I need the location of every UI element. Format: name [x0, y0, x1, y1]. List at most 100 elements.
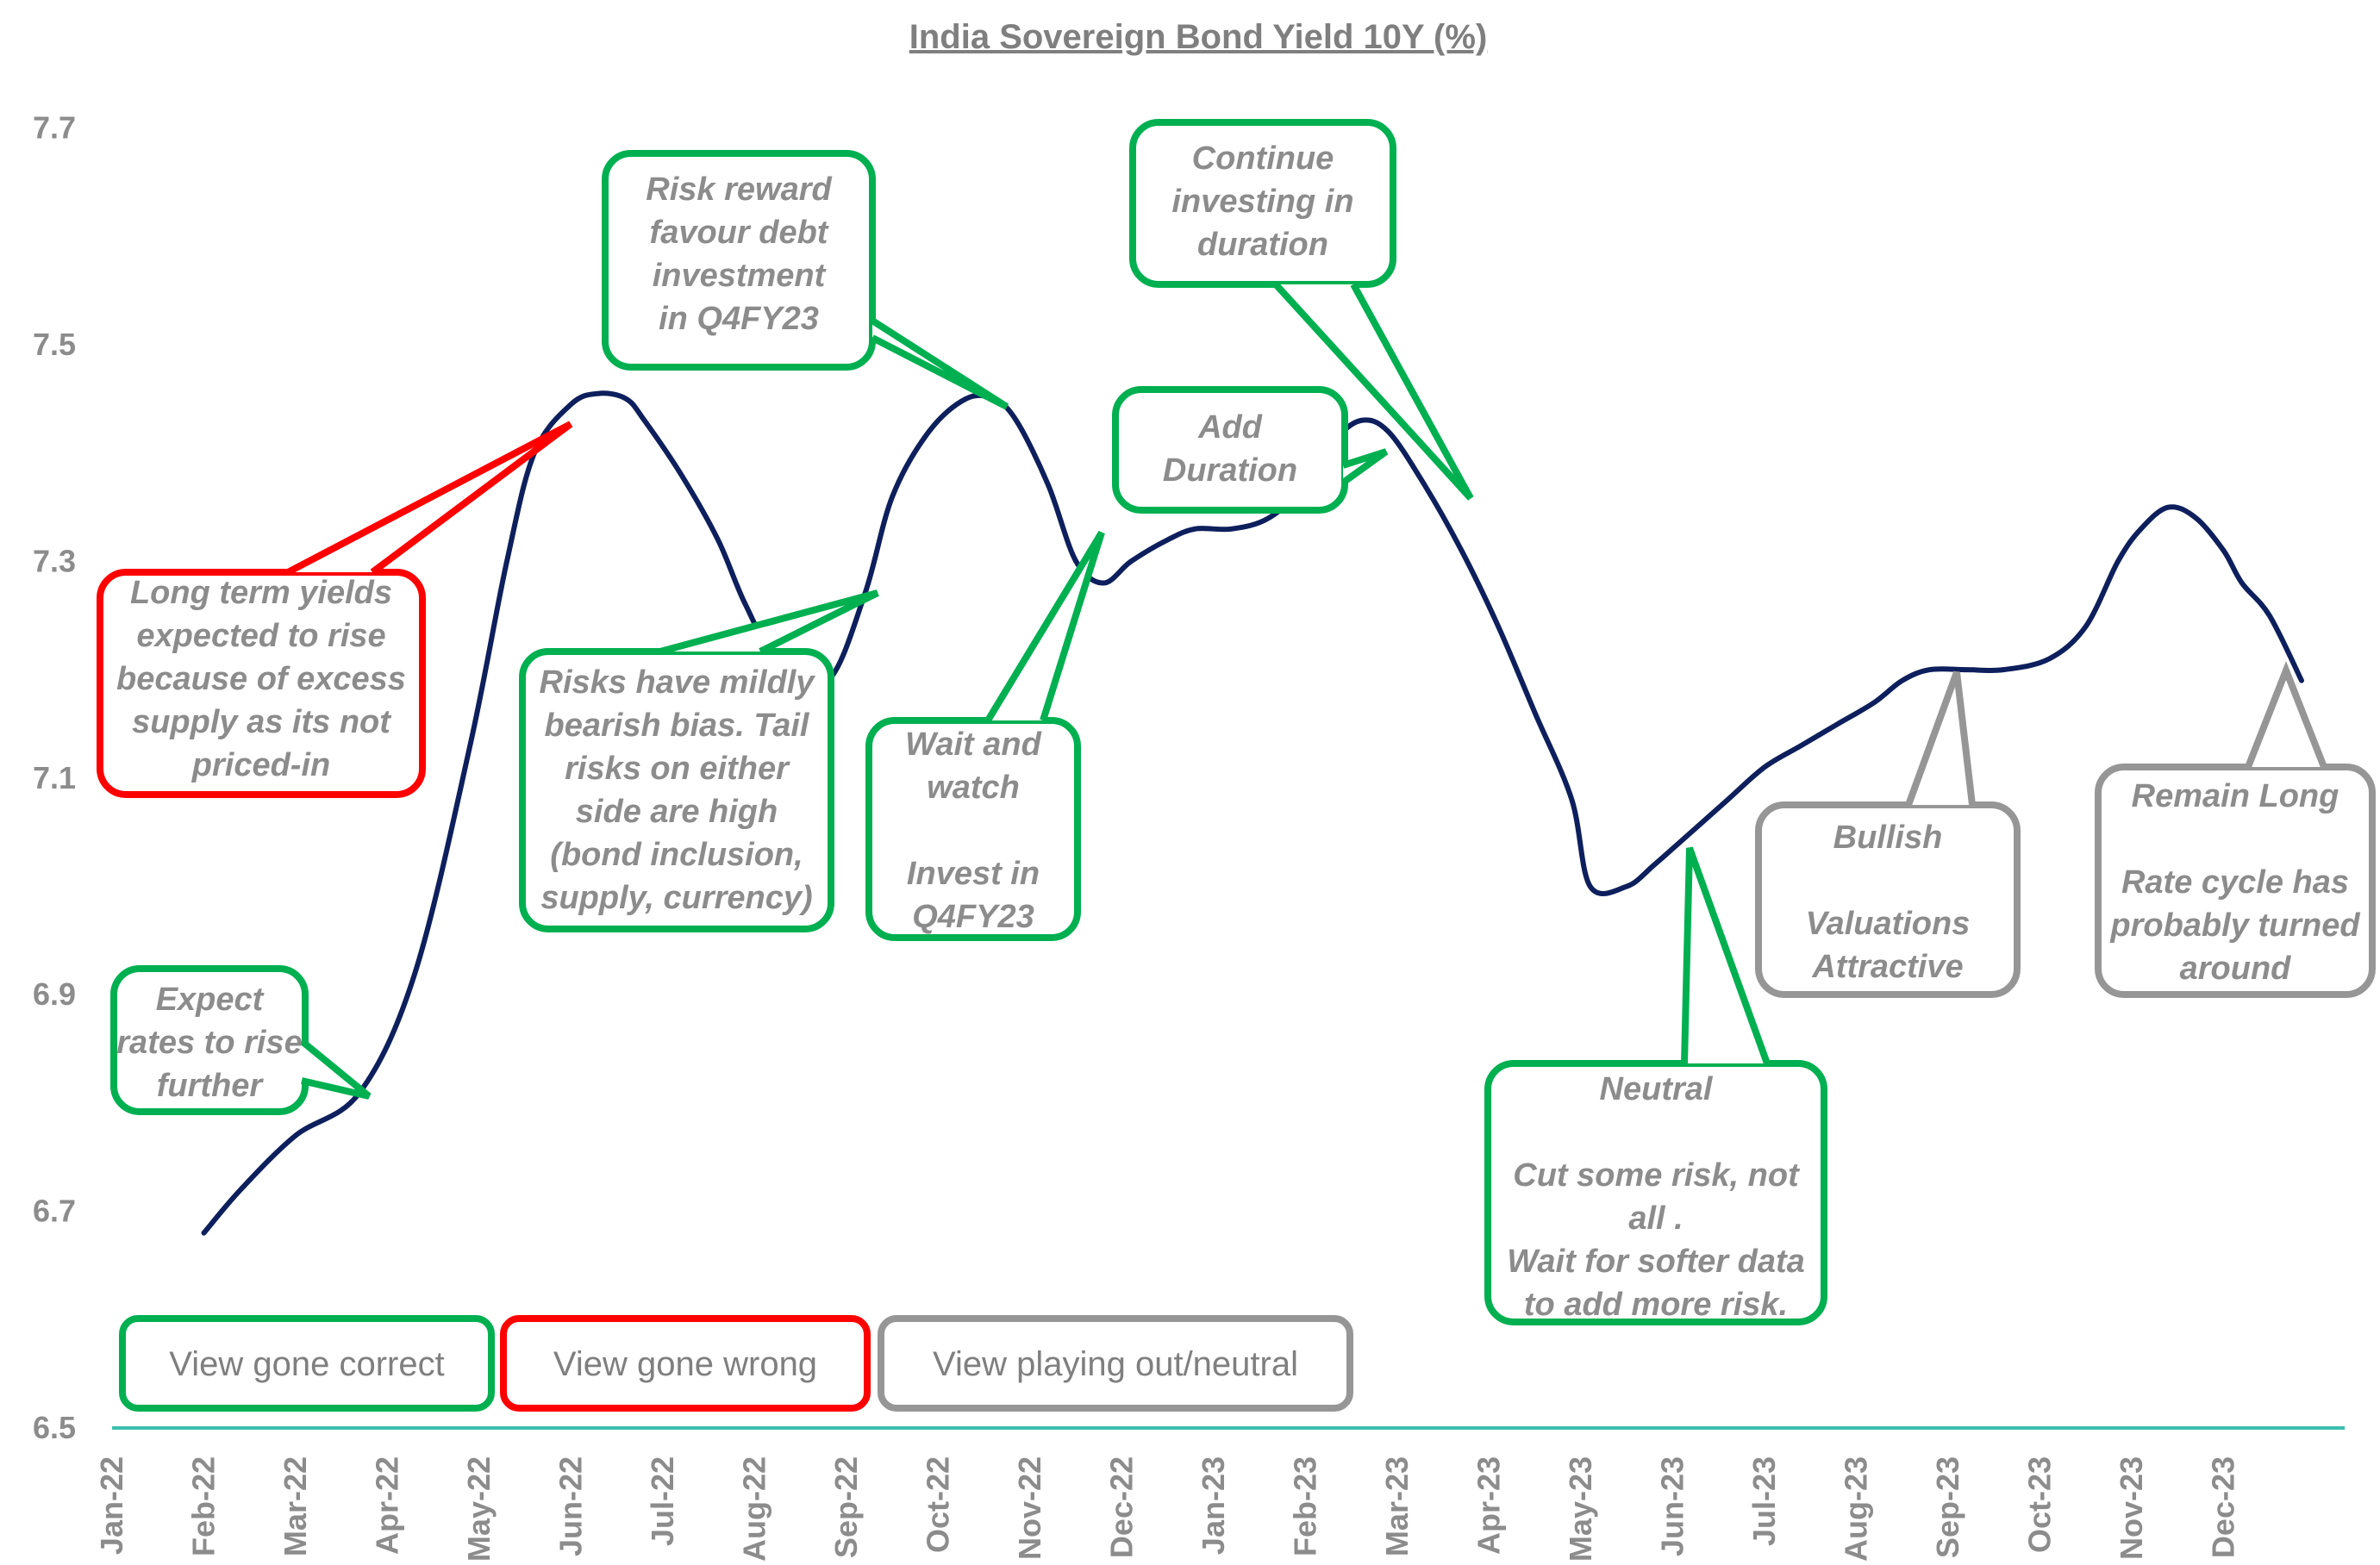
- annotation-text: investment: [653, 258, 827, 294]
- annotation-text: watch: [927, 770, 1020, 806]
- x-tick-label: Jul-22: [645, 1456, 680, 1546]
- x-tick-label: May-23: [1563, 1456, 1598, 1562]
- callout-box: [97, 569, 426, 798]
- legend: View gone correct View gone wrong View pla…: [119, 1315, 1353, 1412]
- callout-tail: [1273, 282, 1474, 501]
- y-tick-label: 6.7: [33, 1194, 76, 1229]
- annotation-text: risks on either: [565, 751, 790, 787]
- legend-label: View gone correct: [169, 1345, 444, 1383]
- annotation-neutral: Neutral Cut some risk, not all . Wait for s…: [1484, 846, 1827, 1325]
- annotation-text: because of excess: [116, 661, 406, 697]
- callout-box: [1112, 386, 1348, 514]
- callout-box: [1484, 1060, 1827, 1325]
- x-tick-label: Apr-22: [370, 1456, 405, 1555]
- annotation-add-duration: Add Duration: [1112, 386, 1389, 514]
- annotation-text: Duration: [1163, 452, 1297, 489]
- callout-tail-fill: [1908, 672, 1972, 805]
- x-tick-label: Feb-23: [1288, 1456, 1323, 1556]
- annotation-wait-watch: Wait and watch Invest in Q4FY23: [865, 530, 1105, 941]
- x-tick-label: Sep-23: [1930, 1456, 1965, 1558]
- callout-box: [865, 717, 1081, 941]
- callout-tail: [870, 317, 1009, 410]
- x-tick-label: Oct-23: [2022, 1456, 2058, 1553]
- legend-box: [500, 1315, 871, 1412]
- x-tick-label: Nov-22: [1012, 1456, 1047, 1560]
- annotation-text: to add more risk.: [1524, 1287, 1788, 1323]
- callout-tail: [984, 530, 1105, 723]
- x-tick-label: Jun-22: [553, 1456, 589, 1556]
- annotation-text: probably turned: [2109, 907, 2360, 944]
- x-tick-label: Aug-22: [737, 1456, 772, 1562]
- x-tick-label: Jun-23: [1655, 1456, 1690, 1556]
- annotation-text: Remain Long: [2132, 778, 2339, 814]
- callout-tail: [286, 421, 573, 576]
- annotation-risks-bearish: Risks have mildly bearish bias. Tail risks…: [519, 589, 879, 932]
- annotation-text: Bullish: [1833, 820, 1943, 856]
- callout-tail: [659, 589, 879, 655]
- legend-box: [878, 1315, 1353, 1412]
- annotation-text: Wait and: [905, 726, 1041, 763]
- annotation-text: Neutral: [1600, 1071, 1714, 1107]
- annotation-bullish: Bullish Valuations Attractive: [1755, 670, 2021, 998]
- x-tick-label: Oct-22: [921, 1456, 956, 1553]
- annotation-remain-long: Remain Long Rate cycle has probably turned…: [2095, 661, 2376, 998]
- x-tick-label: Jul-23: [1746, 1456, 1782, 1546]
- annotation-text: (bond inclusion,: [550, 837, 803, 873]
- legend-item-neutral: View playing out/neutral: [878, 1315, 1353, 1412]
- annotation-text: Invest in: [907, 856, 1040, 892]
- annotation-text: investing in: [1171, 184, 1353, 220]
- callout-tail: [2245, 661, 2327, 769]
- x-tick-label: Dec-22: [1104, 1456, 1140, 1558]
- x-tick-label: Apr-23: [1471, 1456, 1507, 1555]
- y-tick-label: 7.5: [33, 327, 76, 362]
- y-axis-ticks: 6.5 6.7 6.9 7.1 7.3 7.5 7.7: [33, 110, 76, 1445]
- x-tick-label: Mar-22: [278, 1456, 313, 1556]
- annotation-text: expected to rise: [136, 618, 385, 654]
- y-tick-label: 6.9: [33, 976, 76, 1012]
- legend-item-wrong: View gone wrong: [500, 1315, 871, 1412]
- y-tick-label: 6.5: [33, 1410, 76, 1445]
- annotation-expect-rates: Expect rates to rise further: [110, 965, 372, 1115]
- annotation-text: Risk reward: [646, 171, 832, 208]
- annotation-text: Continue: [1192, 140, 1334, 177]
- chart-title: India Sovereign Bond Yield 10Y (%): [909, 18, 1488, 56]
- callout-box: [2095, 764, 2376, 998]
- annotation-text: around: [2180, 951, 2292, 987]
- annotation-layer: Expect rates to rise further Long term yiel…: [97, 119, 2376, 1325]
- annotation-text: supply as its not: [132, 704, 391, 740]
- series-layer: [201, 390, 2304, 1236]
- x-tick-label: Nov-23: [2114, 1456, 2149, 1560]
- x-tick-label: Feb-22: [186, 1456, 222, 1556]
- legend-box: [119, 1315, 495, 1412]
- callout-tail: [1681, 846, 1771, 1065]
- annotation-text: bearish bias. Tail: [545, 708, 810, 744]
- annotation-text: Risks have mildly: [540, 664, 816, 701]
- callout-tail: [1340, 448, 1389, 486]
- annotation-text: side are high: [576, 794, 778, 830]
- annotation-text: all .: [1628, 1200, 1683, 1237]
- callout-box: [1129, 119, 1396, 288]
- annotation-text: Q4FY23: [912, 899, 1034, 935]
- annotation-text: Wait for softer data: [1507, 1244, 1805, 1280]
- annotation-text: priced-in: [191, 747, 330, 783]
- annotation-text: duration: [1197, 227, 1328, 263]
- x-tick-label: Jan-22: [94, 1456, 129, 1555]
- callout-box: [1755, 801, 2021, 998]
- annotation-long-term-yields: Long term yields expected to rise because …: [97, 421, 573, 798]
- x-axis-ticks: Jan-22 Feb-22 Mar-22 Apr-22 May-22 Jun-22 Jul-…: [94, 1456, 2241, 1562]
- series-line: [201, 390, 2304, 1236]
- annotation-text: Attractive: [1811, 949, 1963, 985]
- callout-box: [602, 150, 876, 371]
- annotation-text: rates to rise: [116, 1025, 302, 1061]
- callout-tail: [1905, 670, 1976, 807]
- callout-tail-fill: [2248, 670, 2324, 767]
- y-tick-label: 7.7: [33, 110, 76, 146]
- legend-label: View gone wrong: [553, 1345, 817, 1383]
- legend-item-correct: View gone correct: [119, 1315, 495, 1412]
- annotation-text: Add: [1197, 409, 1263, 446]
- annotation-continue-investing: Continue investing in duration: [1129, 119, 1474, 501]
- annotation-text: favour debt: [650, 215, 829, 251]
- x-tick-label: Mar-23: [1379, 1456, 1415, 1556]
- legend-label: View playing out/neutral: [933, 1345, 1298, 1383]
